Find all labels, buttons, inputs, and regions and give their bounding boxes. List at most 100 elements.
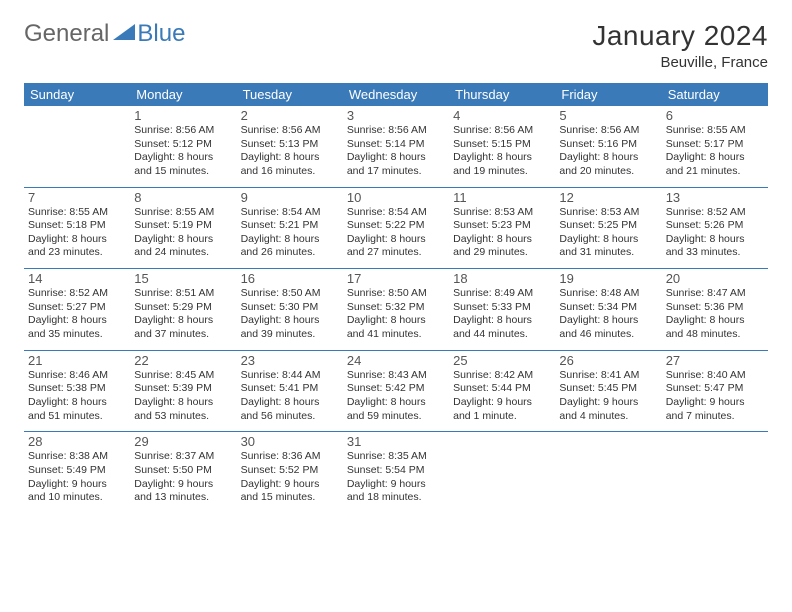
calendar-day-cell xyxy=(662,432,768,513)
day-number: 15 xyxy=(134,271,232,286)
day-detail: Sunrise: 8:54 AMSunset: 5:21 PMDaylight:… xyxy=(241,206,339,261)
day-header: Thursday xyxy=(449,83,555,106)
calendar-week-row: 1Sunrise: 8:56 AMSunset: 5:12 PMDaylight… xyxy=(24,106,768,187)
day-detail: Sunrise: 8:51 AMSunset: 5:29 PMDaylight:… xyxy=(134,287,232,342)
day-detail: Sunrise: 8:55 AMSunset: 5:17 PMDaylight:… xyxy=(666,124,764,179)
day-number: 22 xyxy=(134,353,232,368)
calendar-table: SundayMondayTuesdayWednesdayThursdayFrid… xyxy=(24,83,768,513)
day-number: 1 xyxy=(134,108,232,123)
day-number: 26 xyxy=(559,353,657,368)
calendar-day-cell: 16Sunrise: 8:50 AMSunset: 5:30 PMDayligh… xyxy=(237,269,343,351)
calendar-day-cell: 27Sunrise: 8:40 AMSunset: 5:47 PMDayligh… xyxy=(662,350,768,432)
day-detail: Sunrise: 8:41 AMSunset: 5:45 PMDaylight:… xyxy=(559,369,657,424)
title-block: January 2024 Beuville, France xyxy=(592,20,768,71)
calendar-day-cell: 18Sunrise: 8:49 AMSunset: 5:33 PMDayligh… xyxy=(449,269,555,351)
calendar-day-cell xyxy=(449,432,555,513)
day-number: 4 xyxy=(453,108,551,123)
day-detail: Sunrise: 8:52 AMSunset: 5:26 PMDaylight:… xyxy=(666,206,764,261)
calendar-day-cell: 1Sunrise: 8:56 AMSunset: 5:12 PMDaylight… xyxy=(130,106,236,187)
calendar-day-cell: 2Sunrise: 8:56 AMSunset: 5:13 PMDaylight… xyxy=(237,106,343,187)
day-detail: Sunrise: 8:55 AMSunset: 5:19 PMDaylight:… xyxy=(134,206,232,261)
day-detail: Sunrise: 8:37 AMSunset: 5:50 PMDaylight:… xyxy=(134,450,232,505)
calendar-day-cell: 17Sunrise: 8:50 AMSunset: 5:32 PMDayligh… xyxy=(343,269,449,351)
day-detail: Sunrise: 8:38 AMSunset: 5:49 PMDaylight:… xyxy=(28,450,126,505)
calendar-day-cell: 3Sunrise: 8:56 AMSunset: 5:14 PMDaylight… xyxy=(343,106,449,187)
calendar-week-row: 28Sunrise: 8:38 AMSunset: 5:49 PMDayligh… xyxy=(24,432,768,513)
day-header: Tuesday xyxy=(237,83,343,106)
day-detail: Sunrise: 8:56 AMSunset: 5:13 PMDaylight:… xyxy=(241,124,339,179)
day-number: 5 xyxy=(559,108,657,123)
day-header: Friday xyxy=(555,83,661,106)
page-title: January 2024 xyxy=(592,20,768,52)
day-detail: Sunrise: 8:53 AMSunset: 5:25 PMDaylight:… xyxy=(559,206,657,261)
calendar-day-cell: 26Sunrise: 8:41 AMSunset: 5:45 PMDayligh… xyxy=(555,350,661,432)
calendar-day-cell: 11Sunrise: 8:53 AMSunset: 5:23 PMDayligh… xyxy=(449,187,555,269)
day-number: 2 xyxy=(241,108,339,123)
day-detail: Sunrise: 8:54 AMSunset: 5:22 PMDaylight:… xyxy=(347,206,445,261)
day-detail: Sunrise: 8:46 AMSunset: 5:38 PMDaylight:… xyxy=(28,369,126,424)
day-detail: Sunrise: 8:45 AMSunset: 5:39 PMDaylight:… xyxy=(134,369,232,424)
calendar-header-row: SundayMondayTuesdayWednesdayThursdayFrid… xyxy=(24,83,768,106)
calendar-day-cell: 14Sunrise: 8:52 AMSunset: 5:27 PMDayligh… xyxy=(24,269,130,351)
calendar-day-cell: 28Sunrise: 8:38 AMSunset: 5:49 PMDayligh… xyxy=(24,432,130,513)
day-number: 7 xyxy=(28,190,126,205)
calendar-page: General Blue January 2024 Beuville, Fran… xyxy=(0,0,792,533)
day-detail: Sunrise: 8:55 AMSunset: 5:18 PMDaylight:… xyxy=(28,206,126,261)
calendar-body: 1Sunrise: 8:56 AMSunset: 5:12 PMDaylight… xyxy=(24,106,768,513)
day-number: 16 xyxy=(241,271,339,286)
day-number: 29 xyxy=(134,434,232,449)
day-detail: Sunrise: 8:40 AMSunset: 5:47 PMDaylight:… xyxy=(666,369,764,424)
calendar-day-cell: 20Sunrise: 8:47 AMSunset: 5:36 PMDayligh… xyxy=(662,269,768,351)
calendar-day-cell: 5Sunrise: 8:56 AMSunset: 5:16 PMDaylight… xyxy=(555,106,661,187)
day-detail: Sunrise: 8:50 AMSunset: 5:32 PMDaylight:… xyxy=(347,287,445,342)
calendar-day-cell: 15Sunrise: 8:51 AMSunset: 5:29 PMDayligh… xyxy=(130,269,236,351)
calendar-day-cell: 6Sunrise: 8:55 AMSunset: 5:17 PMDaylight… xyxy=(662,106,768,187)
day-detail: Sunrise: 8:56 AMSunset: 5:14 PMDaylight:… xyxy=(347,124,445,179)
day-detail: Sunrise: 8:53 AMSunset: 5:23 PMDaylight:… xyxy=(453,206,551,261)
day-detail: Sunrise: 8:48 AMSunset: 5:34 PMDaylight:… xyxy=(559,287,657,342)
day-number: 24 xyxy=(347,353,445,368)
calendar-day-cell: 19Sunrise: 8:48 AMSunset: 5:34 PMDayligh… xyxy=(555,269,661,351)
day-number: 31 xyxy=(347,434,445,449)
day-number: 18 xyxy=(453,271,551,286)
day-number: 20 xyxy=(666,271,764,286)
day-detail: Sunrise: 8:43 AMSunset: 5:42 PMDaylight:… xyxy=(347,369,445,424)
calendar-day-cell: 8Sunrise: 8:55 AMSunset: 5:19 PMDaylight… xyxy=(130,187,236,269)
day-detail: Sunrise: 8:49 AMSunset: 5:33 PMDaylight:… xyxy=(453,287,551,342)
day-detail: Sunrise: 8:42 AMSunset: 5:44 PMDaylight:… xyxy=(453,369,551,424)
day-number: 13 xyxy=(666,190,764,205)
day-number: 21 xyxy=(28,353,126,368)
day-detail: Sunrise: 8:50 AMSunset: 5:30 PMDaylight:… xyxy=(241,287,339,342)
day-number: 12 xyxy=(559,190,657,205)
day-number: 3 xyxy=(347,108,445,123)
calendar-day-cell: 25Sunrise: 8:42 AMSunset: 5:44 PMDayligh… xyxy=(449,350,555,432)
calendar-day-cell: 21Sunrise: 8:46 AMSunset: 5:38 PMDayligh… xyxy=(24,350,130,432)
calendar-day-cell: 10Sunrise: 8:54 AMSunset: 5:22 PMDayligh… xyxy=(343,187,449,269)
calendar-day-cell: 22Sunrise: 8:45 AMSunset: 5:39 PMDayligh… xyxy=(130,350,236,432)
day-number: 19 xyxy=(559,271,657,286)
calendar-day-cell: 31Sunrise: 8:35 AMSunset: 5:54 PMDayligh… xyxy=(343,432,449,513)
day-header: Sunday xyxy=(24,83,130,106)
day-number: 17 xyxy=(347,271,445,286)
calendar-day-cell: 30Sunrise: 8:36 AMSunset: 5:52 PMDayligh… xyxy=(237,432,343,513)
day-number: 10 xyxy=(347,190,445,205)
location-label: Beuville, France xyxy=(592,54,768,71)
day-detail: Sunrise: 8:35 AMSunset: 5:54 PMDaylight:… xyxy=(347,450,445,505)
calendar-week-row: 7Sunrise: 8:55 AMSunset: 5:18 PMDaylight… xyxy=(24,187,768,269)
header: General Blue January 2024 Beuville, Fran… xyxy=(24,20,768,71)
day-detail: Sunrise: 8:56 AMSunset: 5:12 PMDaylight:… xyxy=(134,124,232,179)
calendar-day-cell: 4Sunrise: 8:56 AMSunset: 5:15 PMDaylight… xyxy=(449,106,555,187)
calendar-day-cell: 7Sunrise: 8:55 AMSunset: 5:18 PMDaylight… xyxy=(24,187,130,269)
calendar-day-cell: 9Sunrise: 8:54 AMSunset: 5:21 PMDaylight… xyxy=(237,187,343,269)
day-number: 30 xyxy=(241,434,339,449)
day-detail: Sunrise: 8:36 AMSunset: 5:52 PMDaylight:… xyxy=(241,450,339,505)
day-header: Wednesday xyxy=(343,83,449,106)
day-detail: Sunrise: 8:56 AMSunset: 5:15 PMDaylight:… xyxy=(453,124,551,179)
day-number: 14 xyxy=(28,271,126,286)
logo-triangle-icon xyxy=(113,24,135,40)
calendar-day-cell: 23Sunrise: 8:44 AMSunset: 5:41 PMDayligh… xyxy=(237,350,343,432)
calendar-day-cell: 12Sunrise: 8:53 AMSunset: 5:25 PMDayligh… xyxy=(555,187,661,269)
logo: General Blue xyxy=(24,20,185,48)
day-detail: Sunrise: 8:47 AMSunset: 5:36 PMDaylight:… xyxy=(666,287,764,342)
calendar-day-cell: 24Sunrise: 8:43 AMSunset: 5:42 PMDayligh… xyxy=(343,350,449,432)
